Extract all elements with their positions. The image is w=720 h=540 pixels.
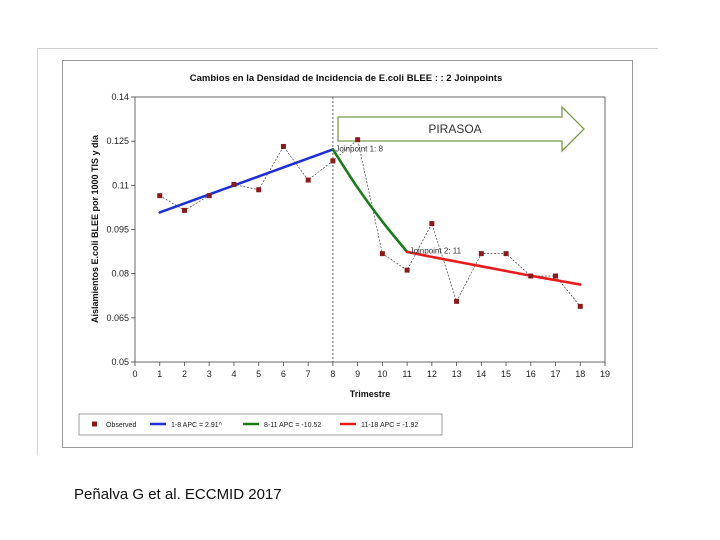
- x-tick-label: 11: [402, 369, 411, 379]
- y-tick-label: 0.125: [106, 136, 129, 146]
- y-tick-label: 0.065: [106, 313, 129, 323]
- observed-point: [207, 193, 212, 198]
- observed-point: [355, 137, 360, 142]
- x-tick-label: 18: [575, 369, 585, 379]
- observed-point: [231, 182, 236, 187]
- observed-point: [182, 208, 187, 213]
- y-tick-label: 0.11: [112, 180, 129, 190]
- y-tick-label: 0.05: [111, 357, 129, 367]
- joinpoint-label: Joinpoint 1: 8: [335, 145, 383, 154]
- observed-point: [256, 187, 261, 192]
- observed-point: [528, 274, 533, 279]
- x-tick-label: 2: [182, 369, 187, 379]
- observed-point: [157, 193, 162, 198]
- x-tick-label: 15: [501, 369, 511, 379]
- x-tick-label: 13: [452, 369, 462, 379]
- y-tick-label: 0.14: [111, 92, 129, 102]
- x-tick-label: 1: [157, 369, 162, 379]
- x-tick-label: 8: [330, 369, 335, 379]
- observed-point: [330, 158, 335, 163]
- legend-segment3-label: 11-18 APC = -1.92: [361, 422, 418, 429]
- x-tick-label: 12: [427, 369, 437, 379]
- joinpoint-label: Joinpoint 2: 11: [410, 247, 462, 256]
- x-tick-label: 5: [256, 369, 261, 379]
- x-tick-label: 6: [281, 369, 286, 379]
- x-tick-label: 10: [377, 369, 387, 379]
- x-tick-label: 3: [207, 369, 212, 379]
- chart-title: Cambios en la Densidad de Incidencia de …: [190, 73, 503, 84]
- x-tick-label: 16: [526, 369, 536, 379]
- x-axis-label: Trimestre: [350, 389, 391, 399]
- observed-point: [504, 251, 509, 256]
- y-axis-label: Aislamientos E.coli BLEE por 1000 TIS y …: [90, 134, 100, 323]
- observed-point: [281, 144, 286, 149]
- legend-observed-marker: [92, 422, 97, 427]
- y-tick-label: 0.095: [106, 225, 129, 235]
- legend: Observed 1-8 APC = 2.91^ 8-11 APC = -10.…: [79, 414, 442, 435]
- legend-observed-label: Observed: [106, 422, 136, 429]
- observed-point: [405, 268, 410, 273]
- x-tick-label: 17: [551, 369, 561, 379]
- observed-point: [553, 274, 558, 279]
- x-tick-label: 19: [600, 369, 610, 379]
- y-axis: 0.05 0.065 0.08 0.095 0.11 0.125 0.14: [106, 92, 135, 367]
- observed-point: [429, 221, 434, 226]
- y-tick-label: 0.08: [111, 269, 129, 279]
- x-tick-label: 9: [355, 369, 360, 379]
- x-tick-label: 7: [306, 369, 311, 379]
- slide: Cambios en la Densidad de Incidencia de …: [0, 0, 720, 540]
- observed-point: [380, 251, 385, 256]
- chart: Cambios en la Densidad de Incidencia de …: [0, 0, 720, 540]
- x-tick-label: 4: [231, 369, 236, 379]
- x-tick-label: 14: [476, 369, 486, 379]
- x-tick-label: 0: [132, 369, 137, 379]
- legend-segment1-label: 1-8 APC = 2.91^: [171, 422, 223, 429]
- citation: Peñalva G et al. ECCMID 2017: [74, 486, 282, 503]
- x-axis: 0 1 2 3 4 5 6 7 8 9 10 11 12 13 14 15 16 17 18 19: [132, 362, 610, 379]
- observed-point: [479, 251, 484, 256]
- observed-point: [578, 304, 583, 309]
- observed-point: [454, 299, 459, 304]
- observed-point: [306, 178, 311, 183]
- legend-segment2-label: 8-11 APC = -10.52: [264, 422, 321, 429]
- pirasoa-label: PIRASOA: [428, 122, 481, 136]
